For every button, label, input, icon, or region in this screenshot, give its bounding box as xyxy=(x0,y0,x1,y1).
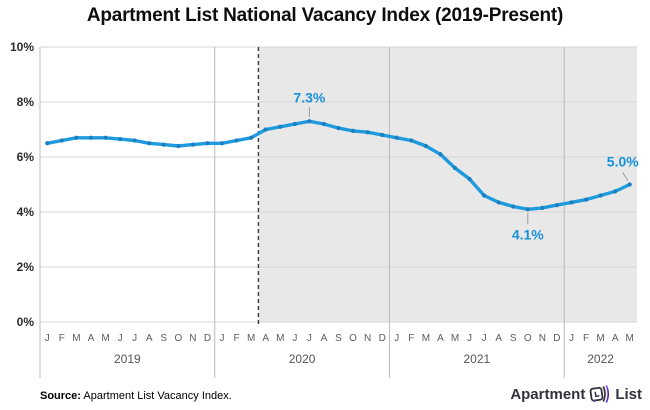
svg-text:M: M xyxy=(101,333,109,344)
svg-text:7.3%: 7.3% xyxy=(293,89,325,105)
shaded-region xyxy=(258,47,637,322)
svg-text:2%: 2% xyxy=(17,260,35,274)
svg-text:M: M xyxy=(276,333,284,344)
svg-text:S: S xyxy=(160,333,167,344)
svg-text:J: J xyxy=(569,333,574,344)
svg-text:2022: 2022 xyxy=(587,352,614,366)
svg-text:A: A xyxy=(146,333,153,344)
svg-text:D: D xyxy=(379,333,386,344)
data-annotations: 7.3% 4.1% 5.0% xyxy=(293,89,639,242)
svg-text:O: O xyxy=(524,333,532,344)
svg-text:5.0%: 5.0% xyxy=(607,154,639,170)
svg-text:F: F xyxy=(408,333,414,344)
source-text: Apartment List Vacancy Index. xyxy=(80,390,232,402)
svg-text:J: J xyxy=(467,333,472,344)
svg-text:S: S xyxy=(335,333,342,344)
logo-text-list: List xyxy=(615,385,642,403)
svg-text:4%: 4% xyxy=(17,205,35,219)
svg-text:A: A xyxy=(437,333,444,344)
svg-text:A: A xyxy=(321,333,328,344)
svg-text:M: M xyxy=(247,333,255,344)
apartmentlist-logo: Apartment List xyxy=(510,384,642,404)
year-labels: 2019 2020 2021 2022 xyxy=(114,352,614,366)
svg-text:N: N xyxy=(364,333,371,344)
svg-text:A: A xyxy=(262,333,269,344)
y-axis-labels: 0% 2% 4% 6% 8% 10% xyxy=(10,40,34,329)
series-markers xyxy=(45,119,632,212)
svg-text:M: M xyxy=(72,333,80,344)
source-note: Source: Apartment List Vacancy Index. xyxy=(40,390,232,402)
svg-text:J: J xyxy=(482,333,487,344)
logo-text-apartment: Apartment xyxy=(510,385,586,403)
svg-text:O: O xyxy=(174,333,182,344)
svg-text:4.1%: 4.1% xyxy=(512,226,544,242)
apartmentlist-logo-icon xyxy=(589,385,610,403)
svg-text:J: J xyxy=(292,333,297,344)
svg-text:M: M xyxy=(626,333,634,344)
svg-text:8%: 8% xyxy=(17,95,35,109)
svg-text:M: M xyxy=(422,333,430,344)
svg-text:F: F xyxy=(234,333,240,344)
svg-text:6%: 6% xyxy=(17,150,35,164)
source-label: Source: xyxy=(40,390,81,402)
svg-text:D: D xyxy=(204,333,211,344)
svg-text:D: D xyxy=(553,333,560,344)
svg-text:A: A xyxy=(88,333,95,344)
svg-text:M: M xyxy=(596,333,604,344)
svg-text:O: O xyxy=(349,333,357,344)
svg-text:F: F xyxy=(583,333,589,344)
year-separators xyxy=(39,47,565,378)
svg-text:J: J xyxy=(307,333,312,344)
svg-text:2019: 2019 xyxy=(114,352,141,366)
svg-text:N: N xyxy=(539,333,546,344)
svg-text:J: J xyxy=(220,333,225,344)
svg-text:M: M xyxy=(451,333,459,344)
svg-text:A: A xyxy=(612,333,619,344)
svg-text:N: N xyxy=(189,333,196,344)
svg-text:2020: 2020 xyxy=(289,352,316,366)
svg-text:2021: 2021 xyxy=(463,352,490,366)
svg-text:J: J xyxy=(118,333,123,344)
svg-text:J: J xyxy=(394,333,399,344)
svg-text:10%: 10% xyxy=(10,40,34,54)
svg-text:J: J xyxy=(132,333,137,344)
svg-text:J: J xyxy=(45,333,50,344)
gridlines xyxy=(40,46,637,323)
page-title: Apartment List National Vacancy Index (2… xyxy=(86,5,564,26)
svg-text:A: A xyxy=(495,333,502,344)
svg-text:0%: 0% xyxy=(17,315,35,329)
svg-text:S: S xyxy=(510,333,517,344)
svg-text:F: F xyxy=(59,333,65,344)
